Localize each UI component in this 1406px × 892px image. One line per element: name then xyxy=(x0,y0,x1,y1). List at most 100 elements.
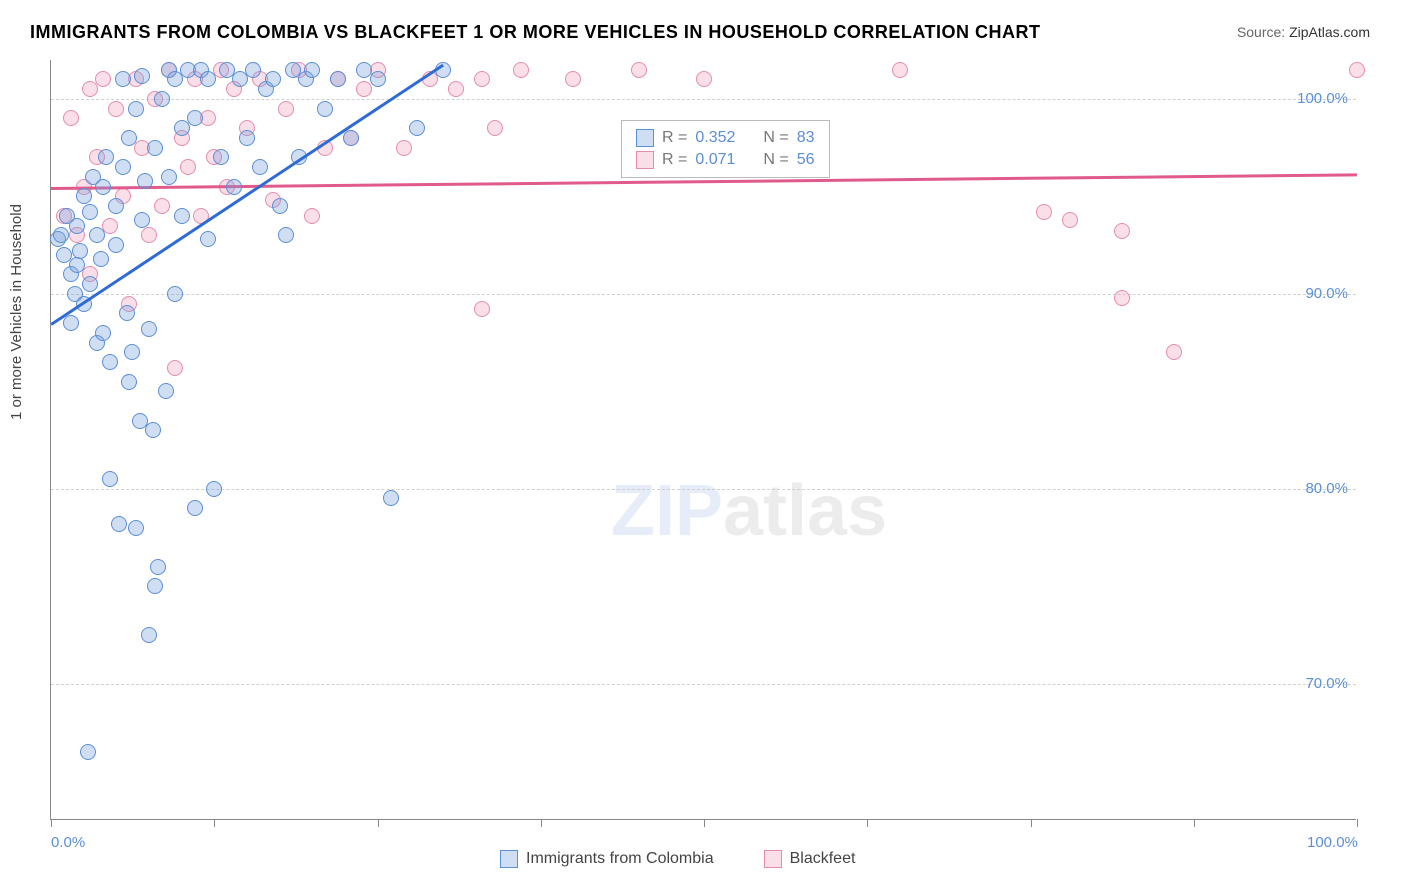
data-point xyxy=(89,227,105,243)
data-point xyxy=(154,198,170,214)
n-label-pink: N = xyxy=(763,151,788,169)
r-value-pink: 0.071 xyxy=(695,151,735,169)
data-point xyxy=(128,101,144,117)
data-point xyxy=(474,71,490,87)
data-point xyxy=(95,325,111,341)
watermark-atlas: atlas xyxy=(723,471,887,551)
data-point xyxy=(187,500,203,516)
data-point xyxy=(141,627,157,643)
data-point xyxy=(487,120,503,136)
source-name: ZipAtlas.com xyxy=(1289,24,1370,40)
data-point xyxy=(167,286,183,302)
source-attribution: Source: ZipAtlas.com xyxy=(1237,24,1370,40)
data-point xyxy=(696,71,712,87)
data-point xyxy=(115,71,131,87)
data-point xyxy=(330,71,346,87)
y-axis-label: 1 or more Vehicles in Household xyxy=(8,204,25,420)
legend-item-blue: Immigrants from Colombia xyxy=(500,850,714,868)
data-point xyxy=(1166,344,1182,360)
r-value-blue: 0.352 xyxy=(695,129,735,147)
data-point xyxy=(82,276,98,292)
data-point xyxy=(1062,212,1078,228)
data-point xyxy=(141,227,157,243)
data-point xyxy=(187,110,203,126)
data-point xyxy=(80,744,96,760)
stats-row-blue: R = 0.352 N = 83 xyxy=(636,127,815,149)
swatch-blue-icon xyxy=(636,129,654,147)
data-point xyxy=(161,169,177,185)
data-point xyxy=(343,130,359,146)
data-point xyxy=(1114,223,1130,239)
data-point xyxy=(98,149,114,165)
n-value-pink: 56 xyxy=(797,151,815,169)
x-tick xyxy=(867,819,868,827)
data-point xyxy=(124,344,140,360)
data-point xyxy=(448,81,464,97)
data-point xyxy=(53,227,69,243)
data-point xyxy=(265,71,281,87)
data-point xyxy=(150,559,166,575)
gridline xyxy=(51,294,1356,295)
data-point xyxy=(396,140,412,156)
swatch-pink-icon xyxy=(636,151,654,169)
data-point xyxy=(272,198,288,214)
data-point xyxy=(147,140,163,156)
legend-swatch-pink-icon xyxy=(764,850,782,868)
gridline xyxy=(51,99,1356,100)
data-point xyxy=(158,383,174,399)
x-tick xyxy=(1357,819,1358,827)
data-point xyxy=(1036,204,1052,220)
chart-container: IMMIGRANTS FROM COLOMBIA VS BLACKFEET 1 … xyxy=(0,0,1406,892)
gridline xyxy=(51,684,1356,685)
data-point xyxy=(154,91,170,107)
y-tick-label: 100.0% xyxy=(1297,90,1348,107)
data-point xyxy=(121,374,137,390)
legend-item-pink: Blackfeet xyxy=(764,850,856,868)
x-tick xyxy=(214,819,215,827)
legend-swatch-blue-icon xyxy=(500,850,518,868)
data-point xyxy=(252,159,268,175)
data-point xyxy=(206,481,222,497)
data-point xyxy=(239,130,255,146)
data-point xyxy=(1114,290,1130,306)
data-point xyxy=(108,198,124,214)
x-tick xyxy=(541,819,542,827)
data-point xyxy=(137,173,153,189)
x-tick-label: 0.0% xyxy=(51,834,85,851)
data-point xyxy=(72,243,88,259)
series-legend: Immigrants from Colombia Blackfeet xyxy=(500,850,855,868)
x-tick-label: 100.0% xyxy=(1307,834,1358,851)
data-point xyxy=(69,218,85,234)
data-point xyxy=(108,101,124,117)
x-tick xyxy=(51,819,52,827)
data-point xyxy=(102,471,118,487)
stats-row-pink: R = 0.071 N = 56 xyxy=(636,149,815,171)
data-point xyxy=(145,422,161,438)
data-point xyxy=(141,321,157,337)
source-label: Source: xyxy=(1237,24,1285,40)
data-point xyxy=(370,71,386,87)
data-point xyxy=(128,520,144,536)
legend-label-pink: Blackfeet xyxy=(790,850,856,868)
data-point xyxy=(115,159,131,175)
data-point xyxy=(63,315,79,331)
data-point xyxy=(174,120,190,136)
y-tick-label: 80.0% xyxy=(1305,480,1348,497)
r-label-blue: R = xyxy=(662,129,687,147)
data-point xyxy=(102,354,118,370)
data-point xyxy=(93,251,109,267)
chart-title: IMMIGRANTS FROM COLOMBIA VS BLACKFEET 1 … xyxy=(30,22,1041,43)
n-label-blue: N = xyxy=(763,129,788,147)
data-point xyxy=(513,62,529,78)
plot-area: ZIPatlas R = 0.352 N = 83 R = 0.071 N = … xyxy=(50,60,1356,820)
data-point xyxy=(304,62,320,78)
data-point xyxy=(317,101,333,117)
x-tick xyxy=(1031,819,1032,827)
stats-legend: R = 0.352 N = 83 R = 0.071 N = 56 xyxy=(621,120,830,178)
data-point xyxy=(111,516,127,532)
data-point xyxy=(95,71,111,87)
data-point xyxy=(134,68,150,84)
legend-label-blue: Immigrants from Colombia xyxy=(526,850,714,868)
data-point xyxy=(76,188,92,204)
data-point xyxy=(69,257,85,273)
